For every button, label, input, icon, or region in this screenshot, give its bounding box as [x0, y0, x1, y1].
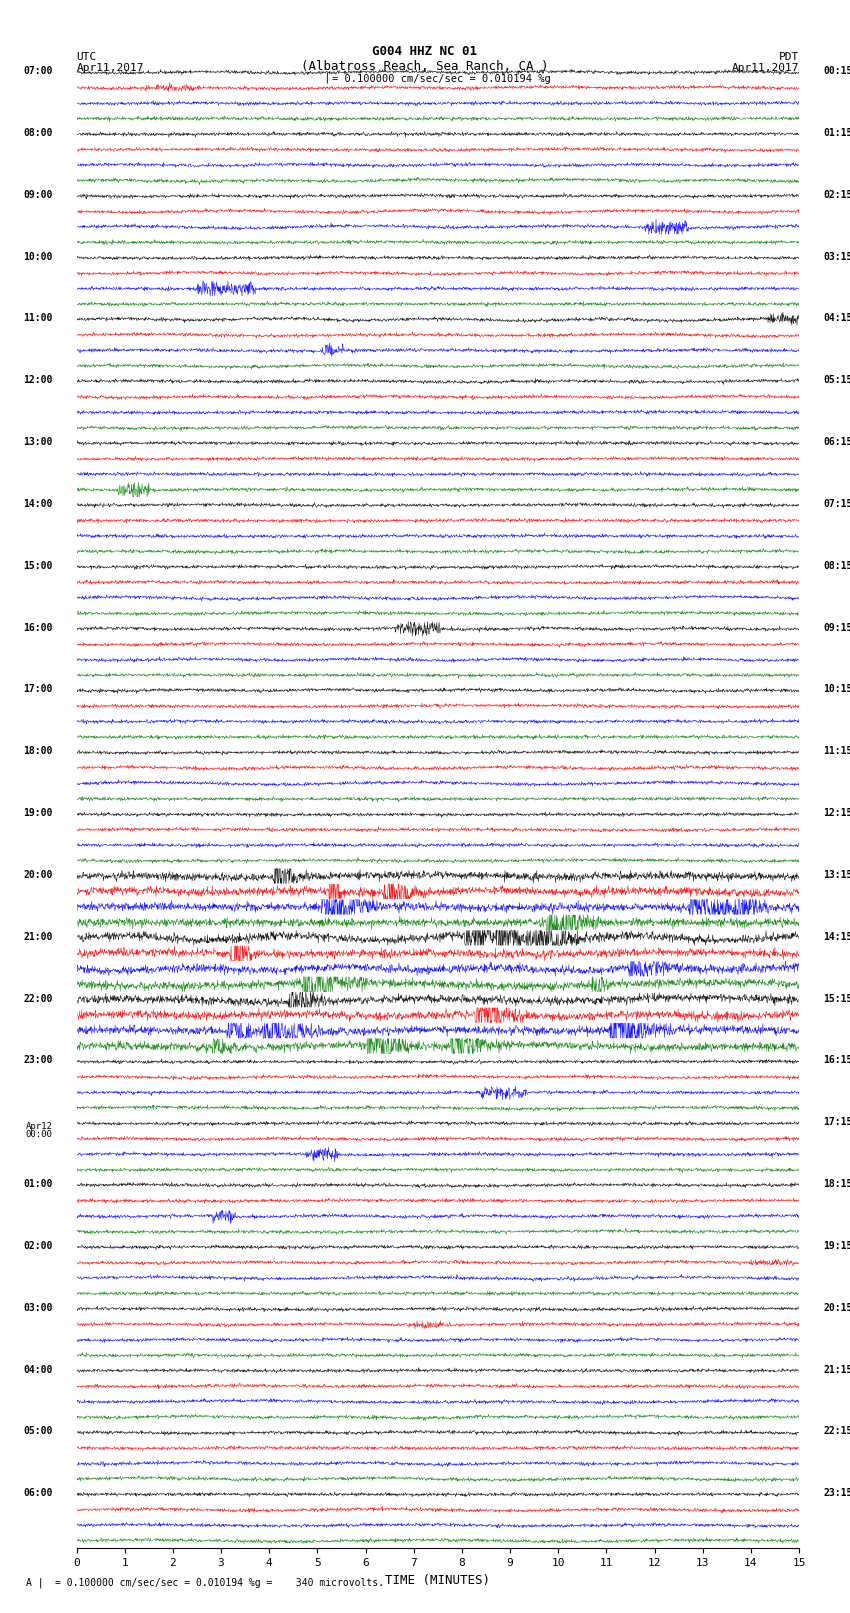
Text: 21:15: 21:15 — [823, 1365, 850, 1374]
Text: 19:00: 19:00 — [23, 808, 53, 818]
Text: 11:00: 11:00 — [23, 313, 53, 323]
Text: Apr12: Apr12 — [26, 1123, 53, 1131]
Text: 10:00: 10:00 — [23, 252, 53, 261]
Text: 08:00: 08:00 — [23, 127, 53, 137]
Text: 15:15: 15:15 — [823, 994, 850, 1003]
Text: 02:15: 02:15 — [823, 190, 850, 200]
Text: 17:00: 17:00 — [23, 684, 53, 694]
Text: 10:15: 10:15 — [823, 684, 850, 694]
Text: (Albatross Reach, Sea Ranch, CA ): (Albatross Reach, Sea Ranch, CA ) — [301, 60, 549, 73]
Text: 15:00: 15:00 — [23, 561, 53, 571]
Text: 06:00: 06:00 — [23, 1489, 53, 1498]
Text: 12:00: 12:00 — [23, 376, 53, 386]
Text: UTC: UTC — [76, 52, 97, 61]
Text: 20:00: 20:00 — [23, 869, 53, 879]
Text: 01:15: 01:15 — [823, 127, 850, 137]
Text: 22:15: 22:15 — [823, 1426, 850, 1436]
Text: 04:00: 04:00 — [23, 1365, 53, 1374]
Text: 02:00: 02:00 — [23, 1240, 53, 1250]
X-axis label: TIME (MINUTES): TIME (MINUTES) — [385, 1574, 490, 1587]
Text: 17:15: 17:15 — [823, 1118, 850, 1127]
Text: PDT: PDT — [779, 52, 799, 61]
Text: 03:00: 03:00 — [23, 1303, 53, 1313]
Text: Apr11,2017: Apr11,2017 — [732, 63, 799, 73]
Text: 01:00: 01:00 — [23, 1179, 53, 1189]
Text: 07:00: 07:00 — [23, 66, 53, 76]
Text: 21:00: 21:00 — [23, 932, 53, 942]
Text: 19:15: 19:15 — [823, 1240, 850, 1250]
Text: 14:15: 14:15 — [823, 932, 850, 942]
Text: 00:15: 00:15 — [823, 66, 850, 76]
Text: = 0.100000 cm/sec/sec = 0.010194 %g =    340 microvolts.: = 0.100000 cm/sec/sec = 0.010194 %g = 34… — [55, 1578, 384, 1587]
Text: 00:00: 00:00 — [26, 1129, 53, 1139]
Text: 07:15: 07:15 — [823, 498, 850, 508]
Text: 09:15: 09:15 — [823, 623, 850, 632]
Text: 23:15: 23:15 — [823, 1489, 850, 1498]
Text: 05:00: 05:00 — [23, 1426, 53, 1436]
Text: 18:00: 18:00 — [23, 747, 53, 756]
Text: = 0.100000 cm/sec/sec = 0.010194 %g: = 0.100000 cm/sec/sec = 0.010194 %g — [332, 74, 550, 84]
Text: 05:15: 05:15 — [823, 376, 850, 386]
Text: 09:00: 09:00 — [23, 190, 53, 200]
Text: A |: A | — [26, 1578, 43, 1589]
Text: Apr11,2017: Apr11,2017 — [76, 63, 144, 73]
Text: 14:00: 14:00 — [23, 498, 53, 508]
Text: 13:15: 13:15 — [823, 869, 850, 879]
Text: 06:15: 06:15 — [823, 437, 850, 447]
Text: 22:00: 22:00 — [23, 994, 53, 1003]
Text: G004 HHZ NC 01: G004 HHZ NC 01 — [372, 45, 478, 58]
Text: 03:15: 03:15 — [823, 252, 850, 261]
Text: 16:00: 16:00 — [23, 623, 53, 632]
Text: |: | — [323, 73, 330, 84]
Text: 11:15: 11:15 — [823, 747, 850, 756]
Text: 04:15: 04:15 — [823, 313, 850, 323]
Text: 18:15: 18:15 — [823, 1179, 850, 1189]
Text: 08:15: 08:15 — [823, 561, 850, 571]
Text: 20:15: 20:15 — [823, 1303, 850, 1313]
Text: 16:15: 16:15 — [823, 1055, 850, 1065]
Text: 13:00: 13:00 — [23, 437, 53, 447]
Text: 12:15: 12:15 — [823, 808, 850, 818]
Text: 23:00: 23:00 — [23, 1055, 53, 1065]
